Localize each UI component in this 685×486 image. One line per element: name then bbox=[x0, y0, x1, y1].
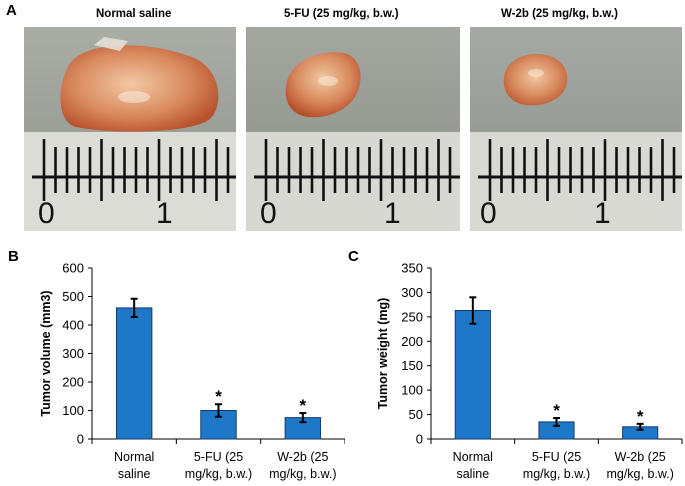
x-category-label: 5-FU (25 bbox=[532, 450, 581, 464]
x-category-label: Normal bbox=[114, 450, 154, 464]
photo-saline-svg: 0 1 bbox=[24, 27, 236, 231]
x-category-label: mg/kg, b.w.) bbox=[606, 467, 673, 481]
photo-w2b-svg: 0 1 bbox=[470, 27, 682, 231]
y-tick-label: 50 bbox=[409, 407, 423, 422]
ruler-label-0: 0 bbox=[38, 197, 55, 230]
y-tick-label: 350 bbox=[401, 261, 423, 276]
ruler-label-1: 1 bbox=[594, 197, 611, 230]
significance-star: * bbox=[300, 396, 307, 415]
y-tick-label: 0 bbox=[416, 432, 423, 447]
significance-star: * bbox=[215, 387, 222, 406]
panel-label-a: A bbox=[6, 2, 17, 19]
tumor-photo-5fu: 0 1 bbox=[246, 27, 460, 231]
photo-title-w2b: W-2b (25 mg/kg, b.w.) bbox=[501, 8, 618, 20]
significance-star: * bbox=[637, 407, 644, 426]
y-tick-label: 400 bbox=[62, 318, 84, 333]
y-tick-label: 300 bbox=[401, 285, 423, 300]
y-tick-label: 150 bbox=[401, 358, 423, 373]
panel-label-c: C bbox=[348, 248, 359, 265]
x-category-label: Normal bbox=[453, 450, 493, 464]
ruler-label-1: 1 bbox=[156, 197, 173, 230]
y-tick-label: 500 bbox=[62, 289, 84, 304]
bar bbox=[454, 310, 491, 440]
y-tick-label: 200 bbox=[401, 334, 423, 349]
panel-label-b: B bbox=[8, 248, 19, 265]
x-category-label: saline bbox=[456, 467, 489, 481]
tumor-photo-w2b: 0 1 bbox=[470, 27, 682, 231]
y-tick-label: 600 bbox=[62, 261, 84, 276]
x-category-label: mg/kg, b.w.) bbox=[185, 467, 252, 481]
photo-title-5fu: 5-FU (25 mg/kg, b.w.) bbox=[284, 8, 399, 20]
significance-star: * bbox=[553, 401, 560, 420]
y-tick-label: 300 bbox=[62, 346, 84, 361]
tumor-weight-chart: 0 50 100 150 200 250 300 350 Normal saline * 5-FU (… bbox=[376, 261, 683, 481]
x-category-label: 5-FU (25 bbox=[194, 450, 243, 464]
y-tick-label: 100 bbox=[62, 403, 84, 418]
y-tick-label: 250 bbox=[401, 309, 423, 324]
x-category-label: W-2b (25 bbox=[615, 450, 666, 464]
y-tick-label: 100 bbox=[401, 383, 423, 398]
y-tick-label: 0 bbox=[77, 432, 84, 447]
x-category-label: mg/kg, b.w.) bbox=[523, 467, 590, 481]
tumor-volume-chart: 0 100 200 300 400 500 600 Normal saline * 5-FU (25… bbox=[39, 261, 345, 481]
y-axis-label: Tumor volume (mm3) bbox=[39, 290, 53, 416]
bar bbox=[200, 410, 237, 440]
tumor-photo-saline: 0 1 bbox=[24, 27, 236, 231]
y-tick-label: 200 bbox=[62, 375, 84, 390]
y-axis-label: Tumor weight (mg) bbox=[376, 298, 390, 410]
x-category-label: mg/kg, b.w.) bbox=[269, 467, 336, 481]
ruler-label-1: 1 bbox=[384, 197, 401, 230]
bar bbox=[115, 307, 153, 440]
photo-5fu-svg: 0 1 bbox=[246, 27, 460, 231]
photo-title-saline: Normal saline bbox=[96, 8, 172, 20]
ruler-label-0: 0 bbox=[260, 197, 277, 230]
x-category-label: saline bbox=[118, 467, 151, 481]
ruler-label-0: 0 bbox=[480, 197, 497, 230]
x-category-label: W-2b (25 bbox=[277, 450, 328, 464]
